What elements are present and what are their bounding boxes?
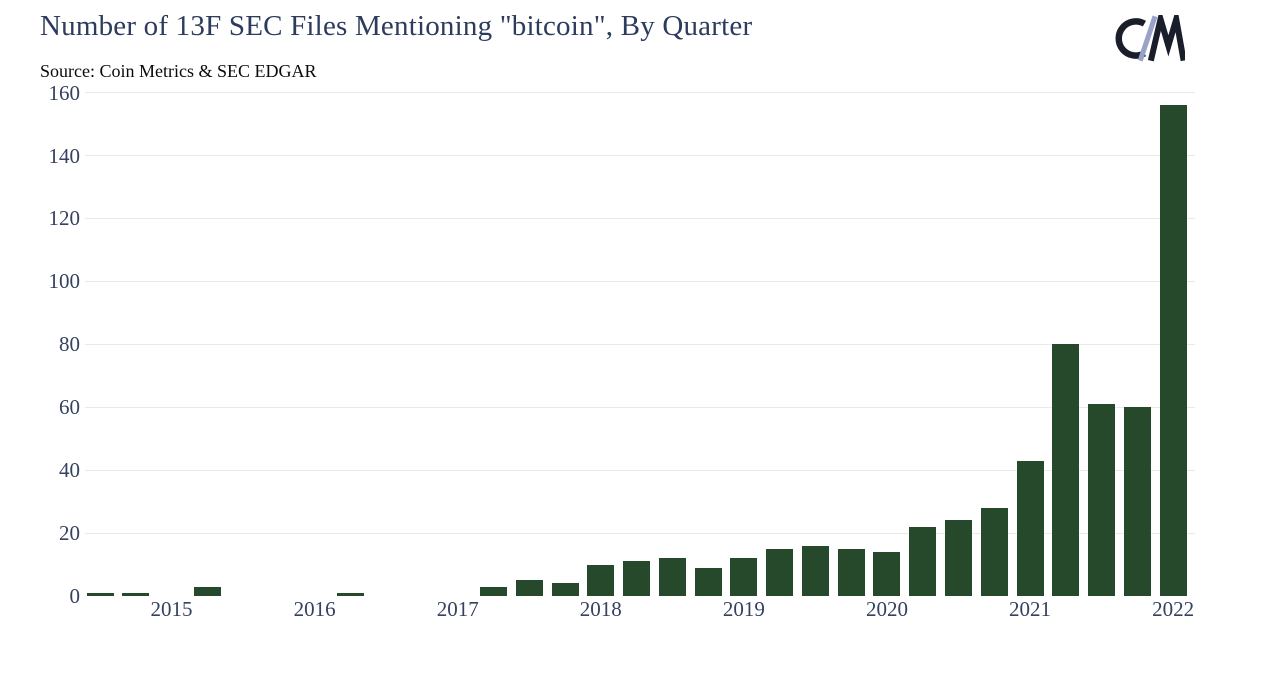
bar-2014-q3	[86, 592, 114, 596]
coinmetrics-logo	[1113, 6, 1187, 62]
bar-2017-q4	[551, 583, 579, 596]
bar-2022-q1	[1159, 105, 1187, 596]
bar-2020-q1	[873, 551, 901, 596]
bar-2019-q3	[801, 545, 829, 596]
gridline-100	[85, 280, 1195, 282]
x-axis-label-2022: 2022	[1152, 597, 1195, 621]
bar-2017-q3	[515, 580, 543, 596]
logo-slash-glyph	[1137, 15, 1158, 62]
source-note: Source: Coin Metrics & SEC EDGAR	[40, 61, 317, 81]
bar-2014-q4	[122, 592, 150, 596]
bar-2019-q1	[730, 558, 758, 596]
x-axis-label-2018: 2018	[579, 597, 622, 621]
bar-2018-q4	[694, 567, 722, 596]
bar-2018-q1	[587, 564, 615, 596]
gridline-80	[85, 343, 1195, 345]
x-axis-label-2015: 2015	[150, 597, 193, 621]
bar-2021-q2	[1052, 344, 1080, 596]
y-axis-label-120: 120	[48, 206, 81, 231]
bar-2019-q2	[766, 548, 794, 596]
x-axis-label-2020: 2020	[865, 597, 908, 621]
gridline-60	[85, 406, 1195, 408]
logo-m-glyph	[1147, 6, 1187, 62]
y-axis-label-0: 0	[69, 584, 81, 608]
y-axis-label-140: 140	[48, 143, 81, 168]
gridline-20	[85, 532, 1195, 534]
bar-2021-q1	[1016, 460, 1044, 596]
y-axis-label-160: 160	[48, 80, 81, 105]
x-axis-label-2016: 2016	[293, 597, 336, 621]
y-axis-label-80: 80	[59, 332, 80, 357]
y-axis-label-100: 100	[48, 269, 81, 294]
y-axis-label-40: 40	[59, 458, 80, 483]
bar-2017-q2	[479, 586, 507, 596]
gridline-140	[85, 155, 1195, 157]
bar-2016-q2	[336, 592, 364, 596]
x-axis-label-2021: 2021	[1009, 597, 1052, 621]
bar-2021-q4	[1123, 407, 1151, 596]
gridline-40	[85, 469, 1195, 471]
bar-2018-q3	[658, 558, 686, 596]
gridline-160	[85, 92, 1195, 94]
coinmetrics-logo-icon	[1115, 6, 1187, 62]
bar-2015-q2	[193, 586, 221, 596]
bar-2019-q4	[837, 548, 865, 596]
bar-2020-q4	[980, 507, 1008, 596]
logo-c-glyph	[1115, 18, 1147, 59]
x-axis-label-2017: 2017	[436, 597, 479, 621]
bar-2021-q3	[1088, 404, 1116, 596]
y-axis-label-20: 20	[59, 521, 80, 546]
x-axis-label-2019: 2019	[722, 597, 765, 621]
bar-2020-q2	[909, 526, 937, 596]
gridline-120	[85, 217, 1195, 219]
page-title: Number of 13F SEC Files Mentioning "bitc…	[40, 10, 753, 42]
bar-2020-q3	[944, 520, 972, 596]
y-axis-label-60: 60	[59, 395, 80, 420]
bar-2018-q2	[623, 561, 651, 596]
